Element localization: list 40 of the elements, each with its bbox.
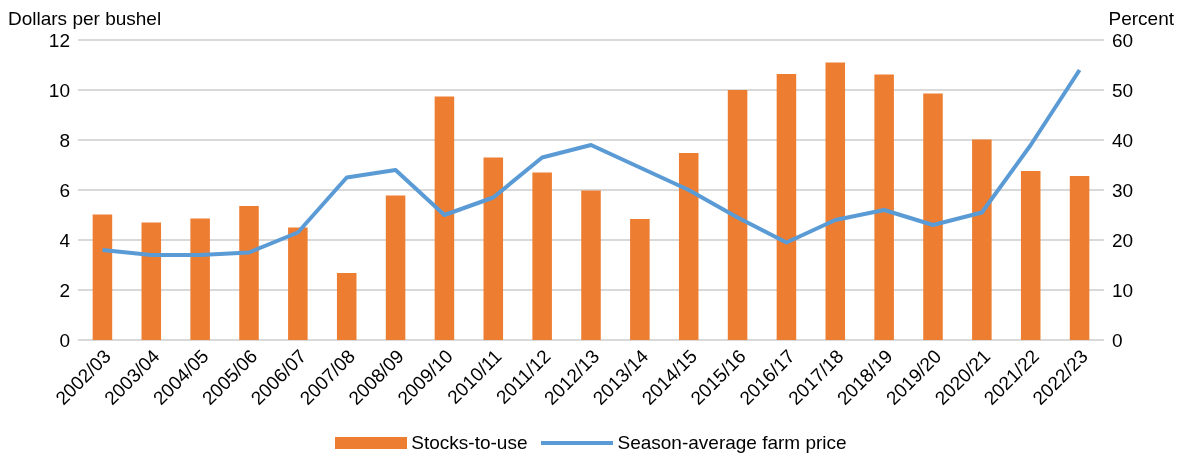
bar [288,227,308,340]
bar [434,96,455,340]
line-series [100,68,1082,257]
y2-tick-label: 20 [1112,229,1134,251]
y-tick-label: 8 [59,129,70,151]
y2-tick-label: 40 [1112,129,1134,151]
y-tick-label: 4 [59,229,71,251]
bar [1069,176,1090,340]
legend-label: Stocks-to-use [411,432,528,454]
y-tick-label: 0 [59,329,70,351]
bar [630,219,650,340]
bar [532,172,552,340]
y-tick-label: 2 [59,279,70,301]
y2-tick-label: 0 [1112,329,1123,351]
bar [141,222,162,340]
y2-axis-title: Percent [1108,8,1174,30]
y2-tick-label: 10 [1112,279,1134,301]
bar [336,273,357,340]
bar [678,153,699,340]
bar [874,74,894,340]
bar [1020,171,1041,340]
legend-label: Season-average farm price [617,432,847,454]
bar [385,195,406,340]
bar [972,139,992,340]
y2-tick-label: 30 [1112,179,1134,201]
bar [239,206,259,340]
bar [825,62,846,340]
bar [92,214,113,340]
bar [581,190,601,340]
bar [483,157,504,340]
bar [727,90,748,340]
y-tick-label: 10 [48,79,70,101]
y2-tick-label: 60 [1112,29,1134,51]
bar [776,74,797,340]
bar [923,93,943,340]
y-tick-label: 12 [48,29,70,51]
y-axis-title: Dollars per bushel [8,8,162,30]
y-tick-label: 6 [59,179,70,201]
y2-tick-label: 50 [1112,79,1134,101]
bar [190,218,210,340]
